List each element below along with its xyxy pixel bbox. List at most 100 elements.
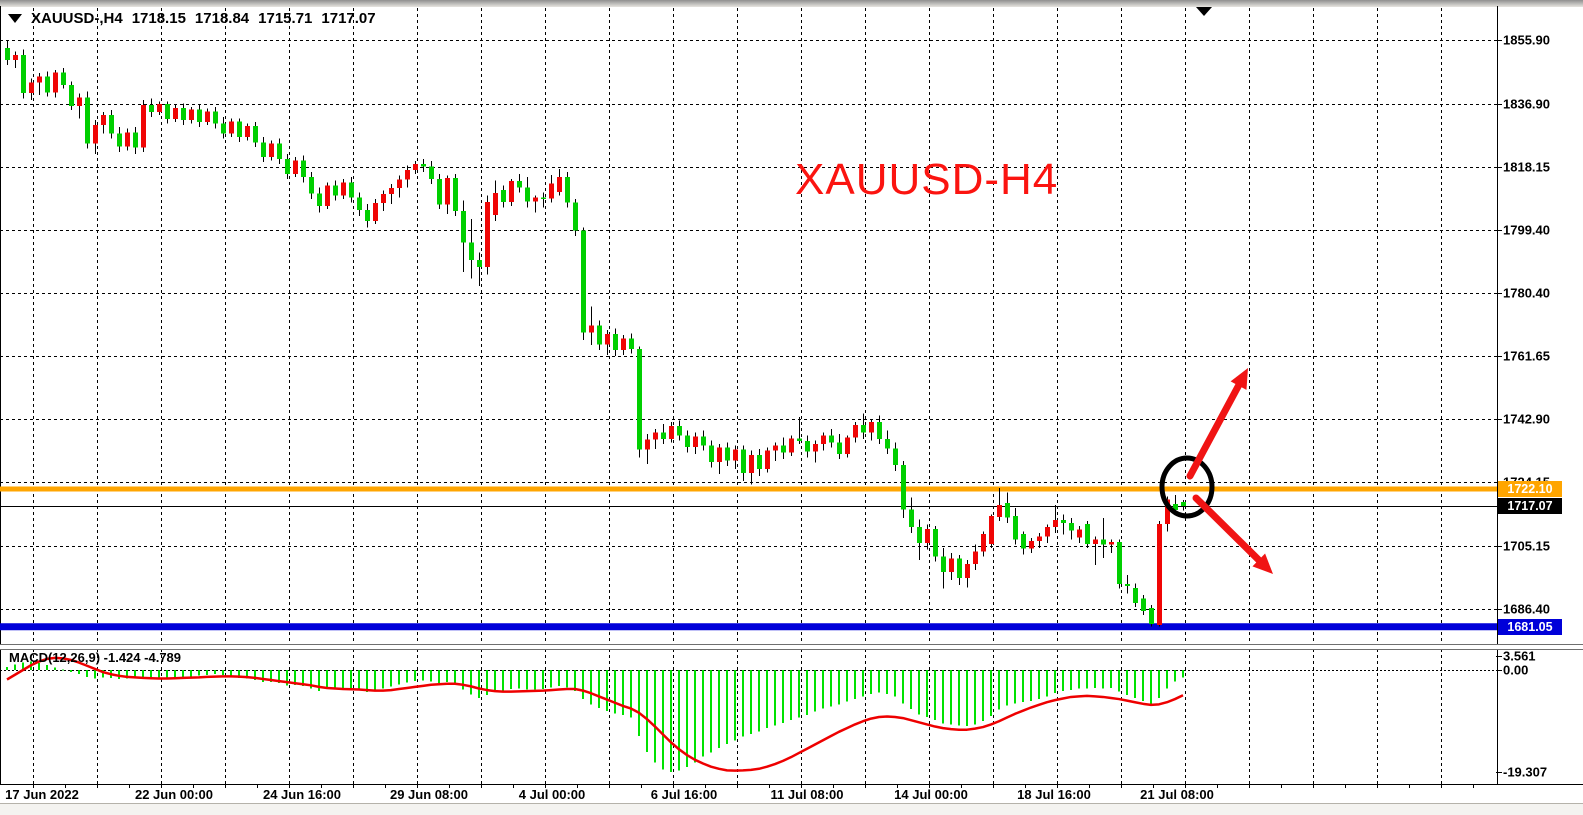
macd-histogram-bar — [54, 667, 56, 670]
candle-bear — [565, 176, 570, 203]
candle-bear — [629, 338, 634, 350]
macd-histogram-bar — [1142, 670, 1144, 702]
candle-bear — [757, 455, 762, 470]
macd-histogram-bar — [1070, 670, 1072, 691]
candle-bull — [981, 533, 986, 552]
macd-histogram-bar — [1094, 670, 1096, 688]
candle-bull — [205, 111, 210, 123]
macd-histogram-bar — [630, 670, 632, 718]
macd-histogram-bar — [806, 670, 808, 715]
candle-bear — [165, 104, 170, 119]
macd-histogram-bar — [222, 670, 224, 675]
macd-histogram-bar — [62, 669, 64, 671]
macd-histogram-bar — [102, 670, 104, 678]
macd-histogram-bar — [942, 670, 944, 724]
macd-histogram-bar — [278, 670, 280, 684]
macd-histogram-bar — [70, 670, 72, 673]
chart-shift-marker-icon[interactable] — [1196, 7, 1212, 16]
macd-histogram-bar — [1102, 670, 1104, 689]
candle-bull — [509, 180, 514, 203]
hline-support-blue[interactable] — [0, 623, 1497, 631]
macd-histogram-bar — [86, 670, 88, 677]
candle-bear — [109, 114, 114, 134]
macd-axis-label: -19.307 — [1503, 764, 1548, 780]
candle-bull — [293, 160, 298, 174]
price-axis-label: 1705.15 — [1503, 538, 1550, 554]
candle-bear — [1005, 502, 1010, 518]
macd-histogram-bar — [6, 666, 8, 670]
candle-bear — [1117, 542, 1122, 584]
macd-histogram-bar — [574, 670, 576, 692]
macd-histogram-bar — [382, 670, 384, 689]
macd-histogram-bar — [686, 670, 688, 768]
time-axis-label: 6 Jul 16:00 — [650, 787, 718, 802]
candle-bull — [693, 436, 698, 448]
time-axis-label: 22 Jun 00:00 — [134, 787, 214, 802]
annotation-arrow-down-shaft[interactable] — [1192, 494, 1263, 564]
candle-bull — [101, 114, 106, 126]
macd-histogram-bar — [790, 670, 792, 721]
candle-bull — [405, 169, 410, 180]
macd-histogram-bar — [1062, 670, 1064, 692]
macd-histogram-bar — [966, 670, 968, 726]
title-triangle-icon[interactable] — [8, 13, 22, 23]
candle-bear — [517, 180, 522, 188]
macd-histogram-bar — [870, 670, 872, 694]
hline-resistance-orange[interactable] — [0, 486, 1497, 492]
macd-histogram-bar — [862, 670, 864, 697]
macd-histogram-bar — [662, 670, 664, 770]
time-axis-label: 14 Jul 00:00 — [894, 787, 968, 802]
candle-bear — [685, 435, 690, 448]
macd-value: -1.424 — [103, 650, 141, 665]
macd-histogram-bar — [302, 670, 304, 686]
candle-bull — [381, 194, 386, 204]
candle-bear — [237, 121, 242, 137]
candle-bear — [805, 441, 810, 452]
macd-histogram-bar — [366, 670, 368, 693]
price-axis-label: 1855.90 — [1503, 32, 1550, 48]
macd-histogram-bar — [310, 670, 312, 689]
candle-bear — [477, 260, 482, 268]
macd-histogram-bar — [590, 670, 592, 705]
candle-bear — [797, 438, 802, 442]
annotation-arrow-up-shaft[interactable] — [1186, 382, 1243, 480]
candle-bull — [493, 193, 498, 216]
candle-bear — [285, 159, 290, 174]
macd-histogram-bar — [830, 670, 832, 707]
macd-histogram-bar — [406, 670, 408, 683]
annotation-arrow-up-head[interactable] — [1230, 368, 1248, 390]
macd-histogram-bar — [750, 670, 752, 734]
macd-histogram-bar — [1126, 670, 1128, 695]
candle-bear — [149, 104, 154, 113]
macd-histogram-bar — [670, 670, 672, 772]
price-axis-label: 1799.40 — [1503, 222, 1550, 238]
macd-histogram-bar — [1086, 670, 1088, 689]
macd-histogram-bar — [798, 670, 800, 718]
annotation-circle[interactable] — [1159, 455, 1215, 519]
macd-histogram-bar — [982, 670, 984, 722]
candle-bull — [389, 187, 394, 195]
watermark-text[interactable]: XAUUSD-H4 — [795, 155, 1059, 204]
window-top-edge — [0, 0, 1583, 7]
macd-histogram-bar — [198, 670, 200, 676]
panel-separator[interactable] — [0, 644, 1583, 650]
macd-histogram-bar — [190, 670, 192, 677]
candle-bear — [5, 48, 10, 60]
candle-bull — [1053, 520, 1058, 527]
price-tag-resistance-orange: 1722.10 — [1498, 480, 1562, 497]
macd-axis-label: 3.561 — [1503, 648, 1536, 664]
candle-bear — [21, 55, 26, 94]
annotation-arrow-down-head[interactable] — [1252, 553, 1273, 574]
candle-bear — [701, 436, 706, 446]
macd-histogram-bar — [270, 670, 272, 683]
macd-histogram-bar — [478, 670, 480, 698]
candle-bull — [37, 76, 42, 83]
macd-histogram-bar — [254, 670, 256, 681]
candle-bear — [957, 558, 962, 578]
macd-histogram-bar — [1014, 670, 1016, 704]
macd-histogram-bar — [14, 664, 16, 670]
candle-bear — [877, 422, 882, 439]
macd-histogram-bar — [230, 670, 232, 676]
candle-bear — [677, 426, 682, 436]
